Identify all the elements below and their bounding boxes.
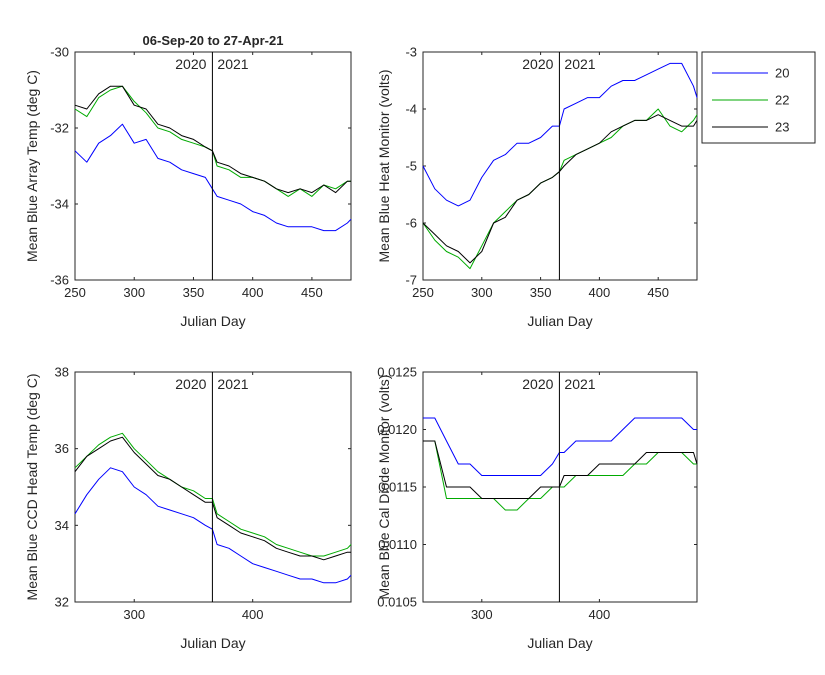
subplot-4: 300 400 0.0105 0.0110 0.0115 0.0120 0.0125 Juli… (376, 365, 698, 651)
x-tick-label: 450 (647, 285, 669, 300)
y-axis-label: Mean Blue Array Temp (deg C) (24, 70, 40, 262)
series-line-22 (74, 432, 352, 557)
series-line-22 (423, 440, 697, 511)
subplot-3: 300 400 32 34 36 38 Julian Day Mean Blue CCD He… (24, 365, 352, 651)
x-tick-label: 450 (301, 285, 323, 300)
y-tick-label: -30 (50, 45, 69, 60)
x-axis-label: Julian Day (527, 313, 592, 329)
chart-title: 06-Sep-20 to 27-Apr-21 (143, 33, 284, 48)
x-tick-label: 300 (471, 285, 493, 300)
y-tick-label: -3 (405, 45, 417, 60)
x-tick-label: 350 (183, 285, 205, 300)
x-axis-label: Julian Day (527, 635, 592, 651)
axes-box (422, 51, 698, 281)
series-line-20 (423, 417, 697, 476)
y-tick-label: -5 (405, 159, 417, 174)
y-tick-label: 0.0105 (377, 595, 417, 610)
series-line-23 (74, 436, 351, 561)
subplot-2: 250 300 350 400 450 -7 -6 -5 -4 -3 Julian Day Mean … (376, 45, 698, 329)
y-tick-label: 0.0120 (377, 422, 417, 437)
series-line-23 (74, 85, 351, 194)
subplot-1: 250 300 350 400 450 -36 -34 -32 -30 Julian Day Mea… (24, 33, 352, 329)
legend-label-22: 22 (775, 93, 789, 108)
year-label-right: 2021 (564, 376, 595, 392)
axes-box (74, 371, 352, 603)
subplot-grid: 250 300 350 400 450 -36 -34 -32 -30 Julian Day Mea… (24, 33, 698, 651)
y-tick-label: 36 (55, 441, 69, 456)
y-tick-label: -34 (50, 197, 69, 212)
y-tick-label: 34 (55, 518, 69, 533)
y-tick-label: -7 (405, 273, 417, 288)
legend-label-23: 23 (775, 120, 789, 135)
y-tick-label: 0.0115 (378, 480, 417, 495)
x-tick-label: 400 (589, 607, 611, 622)
year-label-left: 2020 (522, 376, 553, 392)
x-tick-label: 250 (64, 285, 86, 300)
x-tick-label: 300 (123, 607, 145, 622)
y-tick-label: 0.0110 (378, 537, 417, 552)
y-tick-label: -6 (405, 216, 417, 231)
x-axis-label: Julian Day (180, 313, 245, 329)
legend-box (701, 51, 816, 144)
x-tick-label: 350 (530, 285, 552, 300)
axes-box (74, 51, 352, 281)
y-tick-label: 0.0125 (377, 365, 417, 380)
year-label-right: 2021 (564, 56, 595, 72)
x-tick-label: 250 (412, 285, 434, 300)
y-axis-label: Mean Blue Cal Diode Monitor (volts) (376, 375, 392, 600)
series-line-20 (422, 62, 698, 207)
y-tick-label: -4 (405, 102, 417, 117)
x-tick-label: 400 (589, 285, 611, 300)
x-tick-label: 400 (242, 607, 264, 622)
legend: 20 22 23 (701, 51, 816, 144)
year-label-right: 2021 (217, 56, 248, 72)
y-axis-label: Mean Blue CCD Head Temp (deg C) (24, 374, 40, 601)
year-label-right: 2021 (217, 376, 248, 392)
series-line-23 (423, 440, 698, 499)
x-tick-label: 300 (123, 285, 145, 300)
series-line-20 (74, 123, 352, 232)
x-tick-label: 400 (242, 285, 264, 300)
x-tick-label: 300 (471, 607, 493, 622)
year-label-left: 2020 (175, 56, 206, 72)
year-label-left: 2020 (175, 376, 206, 392)
series-line-22 (422, 108, 698, 270)
series-line-23 (422, 114, 698, 264)
series-line-20 (74, 467, 352, 584)
y-tick-label: -32 (50, 121, 69, 136)
y-axis-label: Mean Blue Heat Monitor (volts) (376, 70, 392, 263)
y-tick-label: 38 (55, 365, 69, 380)
y-tick-label: -36 (50, 273, 69, 288)
y-tick-label: 32 (55, 595, 69, 610)
year-label-left: 2020 (522, 56, 553, 72)
legend-label-20: 20 (775, 66, 789, 81)
x-axis-label: Julian Day (180, 635, 245, 651)
